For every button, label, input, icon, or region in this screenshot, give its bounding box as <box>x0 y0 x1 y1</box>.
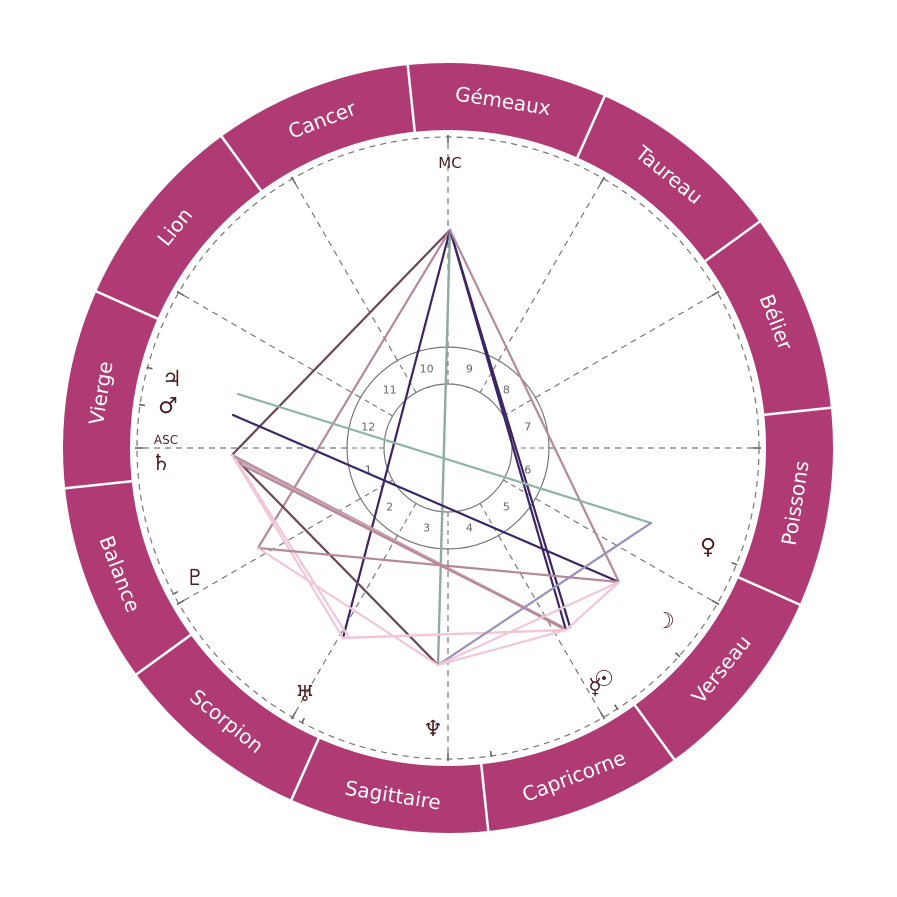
aspect-line <box>436 580 621 667</box>
cusp-tick <box>290 711 297 720</box>
aspect-line <box>236 392 653 525</box>
house-number: 4 <box>466 522 473 535</box>
aspect-line <box>436 228 452 667</box>
moon-icon: ☽ <box>655 609 675 634</box>
zodiac-ring <box>63 63 833 833</box>
cusp-tick <box>711 599 720 606</box>
aspect-line <box>231 413 621 584</box>
aspect-line <box>564 580 621 632</box>
planet-tick <box>489 750 493 758</box>
house-number: 1 <box>365 463 372 476</box>
aspect-line <box>256 546 621 584</box>
sign-divider <box>575 94 607 159</box>
house-divider <box>479 503 499 536</box>
planet-tick <box>146 366 153 370</box>
house-number: 12 <box>361 421 375 434</box>
house-cusp-line <box>178 497 361 605</box>
zodiac-ring-band <box>63 63 833 833</box>
planet-tick <box>172 590 179 596</box>
sign-divider <box>406 63 417 133</box>
house-cusp-line <box>291 178 399 361</box>
cusp-tick <box>599 711 606 720</box>
house-cusp-lines <box>135 135 761 761</box>
house-cusp-line <box>497 535 605 718</box>
house-number: 8 <box>503 384 510 397</box>
house-cusp-line <box>178 291 361 399</box>
planet-tick <box>300 717 306 724</box>
house-number: 5 <box>503 500 510 513</box>
sun-icon: ☉ <box>594 667 614 692</box>
pluto-icon: ♇ <box>185 566 205 591</box>
planet-glyphs: ♃♂ ♄ ♀ ☽ ☉☿ ♆ ♅ ♇ <box>151 367 716 742</box>
house-inner-circle <box>383 383 513 513</box>
aspect-line <box>230 228 452 457</box>
house-cusp-line <box>535 497 718 605</box>
aspect-line <box>448 228 572 629</box>
house-divider <box>360 397 393 417</box>
mercury-icon: ☿ <box>588 675 602 700</box>
cusp-tick <box>290 176 297 185</box>
sign-divider <box>763 406 833 417</box>
sign-divider <box>479 763 490 833</box>
house-divider <box>503 397 536 417</box>
sign-divider <box>633 703 676 762</box>
aspect-line <box>230 453 345 640</box>
cusp-tick <box>176 290 185 297</box>
planet-tick <box>731 561 738 566</box>
cusp-tick <box>599 176 606 185</box>
sign-divider <box>703 220 762 263</box>
jupiter-icon: ♃ <box>162 367 182 392</box>
house-number: 7 <box>524 421 531 434</box>
dashed-circle <box>136 136 760 760</box>
house-number: 6 <box>524 463 531 476</box>
planet-tick <box>674 652 681 658</box>
aspect-line <box>256 228 452 550</box>
neptune-icon: ♆ <box>423 717 443 742</box>
cusp-tick <box>711 290 720 297</box>
aspect-line <box>256 546 440 667</box>
sign-divider <box>737 575 802 607</box>
house-number: 2 <box>386 500 393 513</box>
sign-divider <box>63 479 133 490</box>
house-number: 11 <box>383 384 397 397</box>
asc-label: ASC <box>154 433 178 447</box>
aspect-line <box>234 458 350 638</box>
house-cusp-line <box>497 178 605 361</box>
aspect-line <box>230 453 440 667</box>
uranus-icon: ♅ <box>295 682 315 707</box>
house-divider <box>479 360 499 393</box>
sign-divider <box>289 737 321 802</box>
sign-divider <box>220 134 263 193</box>
house-number: 10 <box>420 362 434 375</box>
aspect-lines <box>230 228 653 667</box>
aspect-line <box>436 628 568 667</box>
aspect-line <box>448 228 621 584</box>
house-divider <box>397 503 417 536</box>
house-outer-circle <box>346 346 550 550</box>
house-cusp-line <box>535 291 718 399</box>
house-number: 9 <box>466 362 473 375</box>
cusp-tick <box>176 599 185 606</box>
mars-icon: ♂ <box>158 394 178 419</box>
aspect-line <box>341 628 568 640</box>
house-divider <box>397 360 417 393</box>
house-divider <box>360 479 393 499</box>
planet-tick <box>138 403 146 407</box>
planet-tick <box>613 704 619 711</box>
mc-label: MC <box>438 154 461 172</box>
sign-divider <box>94 289 159 321</box>
saturn-icon: ♄ <box>151 451 171 476</box>
aspect-line <box>436 521 653 667</box>
house-number: 3 <box>423 522 430 535</box>
aspect-line <box>234 460 562 628</box>
sign-divider <box>134 633 193 676</box>
venus-icon: ♀ <box>700 535 716 560</box>
aspect-line <box>341 228 452 640</box>
